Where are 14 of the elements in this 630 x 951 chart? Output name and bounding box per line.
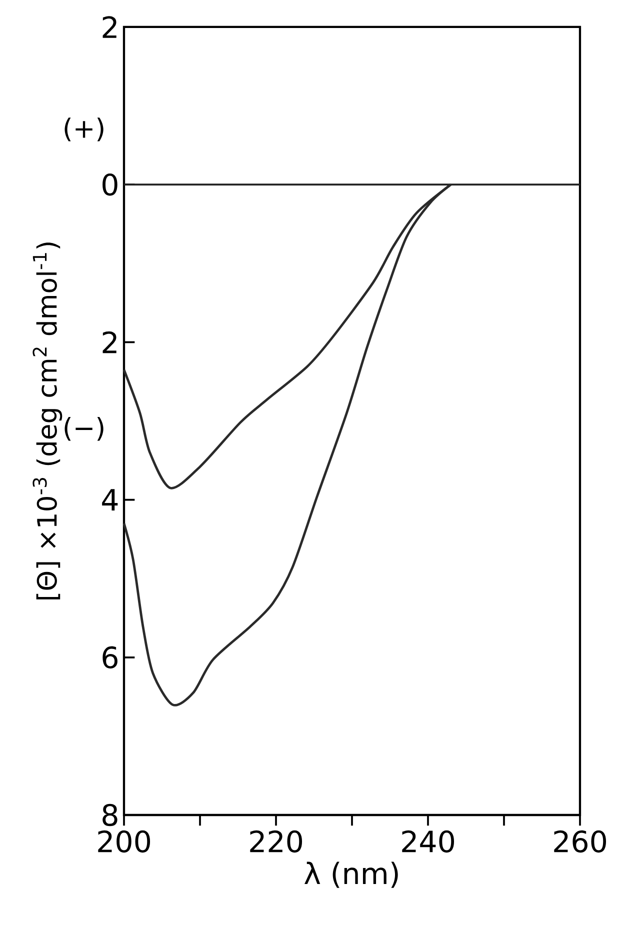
x-tick-label: 220: [250, 830, 302, 853]
y-tick-label: 0: [102, 174, 118, 196]
y-tick-label: 4: [102, 489, 118, 510]
x-tick-label: 200: [98, 830, 150, 853]
y-tick-label: 2: [102, 16, 116, 38]
y-axis-title: [Θ] ×10$^{-3}$ (deg cm$^{2}$ dmol$^{-1}$): [32, 242, 62, 600]
x-tick-label: 240: [402, 830, 454, 853]
y-tick-label: 8: [102, 804, 118, 826]
text: (+): [64, 118, 104, 142]
x-axis-title: λ (nm): [304, 862, 398, 888]
text: (−): [64, 417, 104, 441]
x-tick-label: 260: [554, 830, 606, 853]
y-tick-label: 6: [102, 646, 118, 668]
y-tick-label: 2: [102, 331, 116, 354]
